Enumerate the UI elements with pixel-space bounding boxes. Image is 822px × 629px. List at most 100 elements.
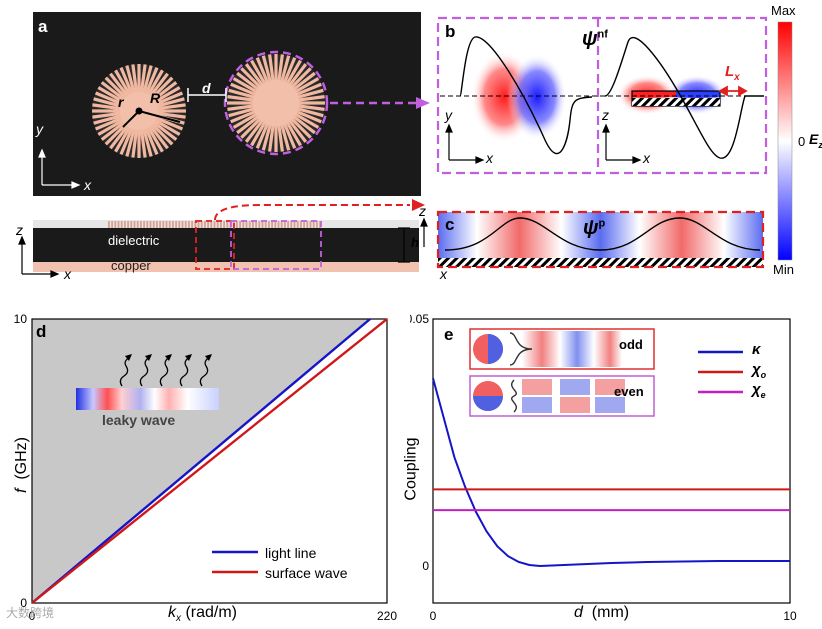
leaky-wave-label: leaky wave [102, 412, 176, 428]
panel-b-label: b [445, 22, 456, 41]
radiation-arrowhead [145, 354, 152, 361]
radiation-arrowhead [165, 354, 172, 361]
watermark: 大数跨境 [6, 606, 55, 620]
radiation-arrowhead [125, 354, 132, 361]
axis-b-z: z [602, 107, 609, 123]
R-label: R [150, 90, 161, 106]
panel-e-xlabel: d (mm) [574, 604, 630, 621]
x-tick-label: 0 [430, 609, 437, 623]
odd-profile [509, 332, 533, 366]
panel-c-label: c [445, 215, 455, 234]
panel-d-xlabel: kx (rad/m) [168, 604, 238, 625]
panel-c-profile [444, 217, 761, 251]
radiation-arrow [139, 356, 151, 387]
even-profile [511, 379, 517, 413]
radiation-arrowhead [205, 354, 212, 361]
axes-a [38, 148, 81, 189]
top-figure [18, 12, 793, 278]
plot-frame [31, 318, 388, 604]
axis-a-x: x [84, 177, 91, 193]
x-tick-label: 0 [29, 609, 36, 623]
psi-p: ψp [583, 217, 606, 239]
kappa-curve [432, 378, 790, 567]
colorbar-field: Ez [809, 131, 822, 150]
y-tick-label: 0.05 [410, 312, 429, 326]
axis-b-x-left: x [486, 150, 493, 166]
even-disk-blue [473, 396, 503, 411]
axis-side-z: z [16, 222, 23, 238]
panel-c-frame [436, 210, 765, 269]
plot-frame [432, 318, 791, 604]
leaky-wave-strip [76, 388, 219, 410]
legend-chi-e: χe [752, 381, 766, 400]
panel-c-field [438, 212, 763, 260]
axis-b-x-right: x [643, 150, 650, 166]
surface-wave-curve [31, 318, 388, 604]
Lx-arrow [718, 85, 748, 97]
panel-d-chart: 0 220 0 10 [14, 312, 398, 623]
even-cell-top [560, 379, 590, 395]
y-tick-label: 0 [422, 559, 429, 573]
axes-c [420, 217, 428, 247]
even-cell-top [522, 379, 552, 395]
right-spoof-disk [227, 54, 325, 152]
odd-disk-blue [488, 334, 503, 364]
arrow-side-to-c [214, 204, 410, 221]
copper-layer [33, 262, 419, 272]
legend-kappa: κ [752, 341, 761, 358]
legend-chi-o: χo [752, 361, 767, 380]
odd-label: odd [619, 337, 643, 352]
panel-e-chart: 0 10 0 0.05 [410, 312, 797, 623]
purple-dashed-box [230, 220, 322, 270]
d-label: d [202, 80, 211, 96]
radiation-arrow [179, 356, 191, 387]
colorbar-max: Max [771, 3, 796, 18]
psi-nf: ψnf [582, 28, 608, 50]
colorbar-min: Min [773, 262, 794, 277]
legend-surface-wave: surface wave [265, 565, 348, 581]
even-cell-bottom [595, 397, 625, 413]
axis-c-z: z [419, 203, 426, 219]
y-tick-label: 10 [14, 312, 28, 326]
axis-b-y: y [445, 107, 452, 123]
colorbar-zero: 0 [798, 134, 806, 149]
axis-side-x: x [64, 266, 71, 282]
panel-e-label: e [444, 325, 454, 344]
panel-d-ylabel: f (GHz) [13, 437, 30, 493]
axis-c-x: x [440, 266, 447, 282]
even-label: even [614, 384, 644, 399]
x-tick-label: 10 [783, 609, 797, 623]
copper-label: copper [111, 258, 151, 273]
dielectric-layer [33, 228, 419, 262]
side-view-corrugations [108, 221, 321, 228]
axes-side [18, 235, 60, 278]
radiation-arrow [159, 356, 171, 387]
radiation-arrow [199, 356, 211, 387]
even-cell-bottom [522, 397, 552, 413]
x-tick-label: 220 [377, 609, 397, 623]
Lx-label: Lx [725, 63, 740, 83]
even-cell-bottom [560, 397, 590, 413]
radius-arrows [122, 107, 181, 128]
h-dimension [398, 227, 410, 263]
axes-b-left [445, 123, 485, 164]
dielectric-label: dielectric [108, 233, 160, 248]
panel-b-profile-right [604, 36, 764, 159]
y-tick-label: 0 [20, 596, 27, 610]
r-label: r [118, 94, 124, 110]
panel-b-profile-left [459, 36, 593, 155]
panel-b-blue-lobe [507, 54, 567, 140]
legend-light-line: light line [265, 545, 317, 561]
colorbar [777, 21, 793, 261]
gap-dimension [187, 88, 227, 102]
red-dashed-box [195, 220, 235, 270]
radiation-arrowhead [185, 354, 192, 361]
light-line-curve [31, 318, 371, 604]
panel-d-label: d [36, 322, 47, 341]
odd-field [522, 331, 622, 367]
panel-e-ylabel: Coupling [402, 437, 420, 501]
radiation-arrow [119, 356, 131, 387]
axis-a-y: y [36, 121, 43, 137]
even-cell-top [595, 379, 625, 395]
h-label: h [411, 235, 419, 250]
